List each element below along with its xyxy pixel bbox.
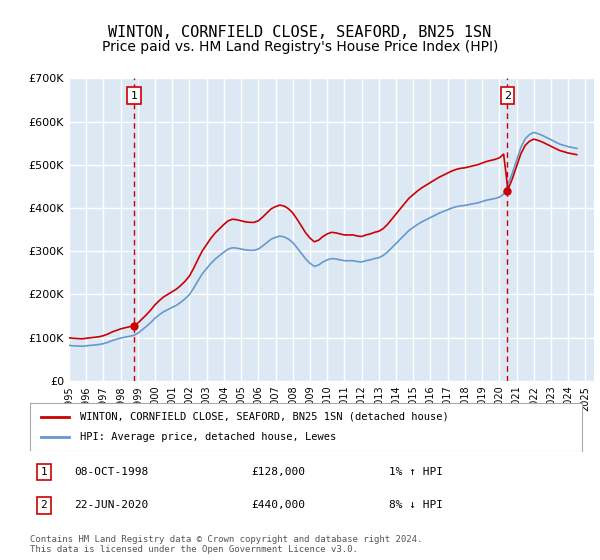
Text: 1: 1 [130,91,137,101]
Text: 08-OCT-1998: 08-OCT-1998 [74,467,148,477]
Text: 1: 1 [40,467,47,477]
Text: £440,000: £440,000 [251,500,305,510]
Text: Contains HM Land Registry data © Crown copyright and database right 2024.
This d: Contains HM Land Registry data © Crown c… [30,535,422,554]
Text: 1% ↑ HPI: 1% ↑ HPI [389,467,443,477]
Text: 22-JUN-2020: 22-JUN-2020 [74,500,148,510]
Text: WINTON, CORNFIELD CLOSE, SEAFORD, BN25 1SN: WINTON, CORNFIELD CLOSE, SEAFORD, BN25 1… [109,25,491,40]
Text: Price paid vs. HM Land Registry's House Price Index (HPI): Price paid vs. HM Land Registry's House … [102,40,498,54]
Text: £128,000: £128,000 [251,467,305,477]
Text: 2: 2 [504,91,511,101]
Text: WINTON, CORNFIELD CLOSE, SEAFORD, BN25 1SN (detached house): WINTON, CORNFIELD CLOSE, SEAFORD, BN25 1… [80,412,448,422]
Text: 8% ↓ HPI: 8% ↓ HPI [389,500,443,510]
Text: HPI: Average price, detached house, Lewes: HPI: Average price, detached house, Lewe… [80,432,336,442]
Text: 2: 2 [40,500,47,510]
